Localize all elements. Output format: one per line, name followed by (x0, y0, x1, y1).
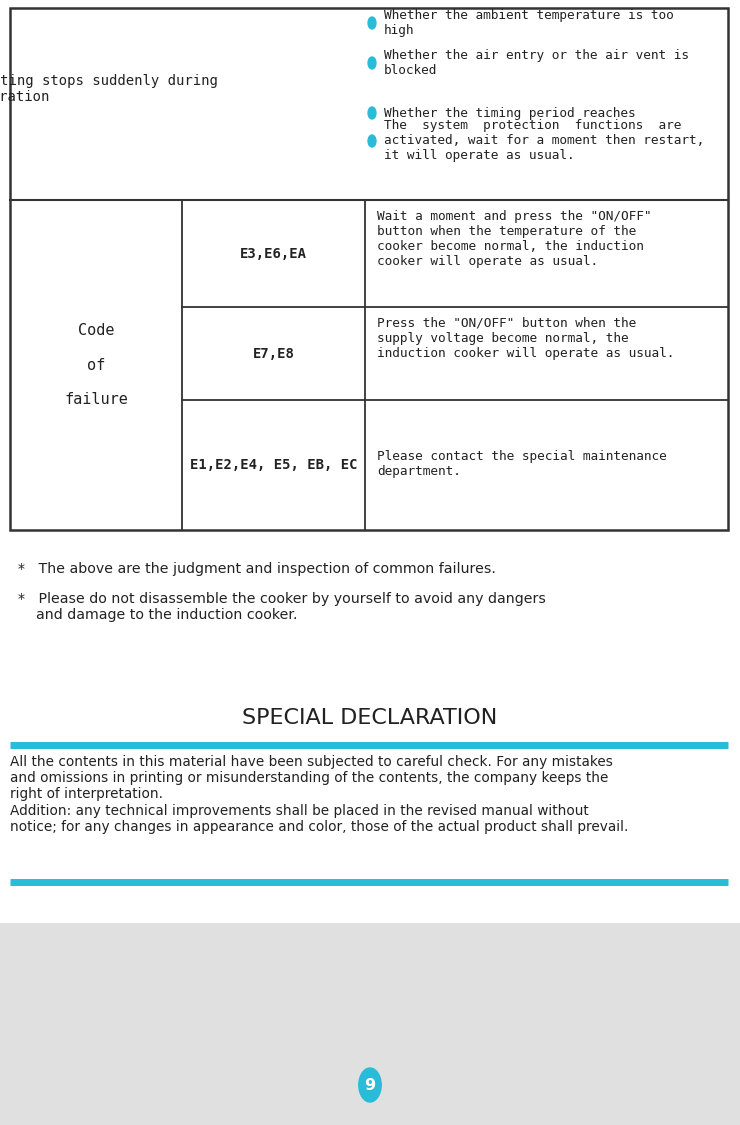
Text: Heating stops suddenly during
operation: Heating stops suddenly during operation (0, 73, 218, 104)
Text: Whether the timing period reaches: Whether the timing period reaches (384, 107, 636, 119)
Text: Wait a moment and press the "ON/OFF"
button when the temperature of the
cooker b: Wait a moment and press the "ON/OFF" but… (377, 210, 651, 268)
Text: SPECIAL DECLARATION: SPECIAL DECLARATION (243, 708, 497, 728)
Text: Please contact the special maintenance
department.: Please contact the special maintenance d… (377, 450, 667, 478)
Text: Press the "ON/OFF" button when the
supply voltage become normal, the
induction c: Press the "ON/OFF" button when the suppl… (377, 317, 674, 360)
Text: 9: 9 (364, 1078, 376, 1092)
Text: *   Please do not disassemble the cooker by yourself to avoid any dangers
    an: * Please do not disassemble the cooker b… (18, 592, 546, 622)
Text: The  system  protection  functions  are
activated, wait for a moment then restar: The system protection functions are acti… (384, 119, 704, 162)
Text: E1,E2,E4, E5, EB, EC: E1,E2,E4, E5, EB, EC (189, 458, 357, 472)
Text: E7,E8: E7,E8 (252, 346, 295, 360)
Circle shape (359, 1068, 381, 1102)
Circle shape (368, 135, 376, 147)
Bar (10, 8, 728, 530)
Text: All the contents in this material have been subjected to careful check. For any : All the contents in this material have b… (10, 755, 628, 834)
Text: Whether the ambient temperature is too
high: Whether the ambient temperature is too h… (384, 9, 673, 37)
Text: *   The above are the judgment and inspection of common failures.: * The above are the judgment and inspect… (18, 562, 496, 576)
Text: Whether the air entry or the air vent is
blocked: Whether the air entry or the air vent is… (384, 50, 689, 76)
Text: Code

of

failure: Code of failure (64, 323, 128, 407)
Circle shape (368, 57, 376, 69)
Circle shape (368, 17, 376, 29)
Circle shape (368, 107, 376, 119)
Bar (0, 922, 740, 1125)
Text: E3,E6,EA: E3,E6,EA (240, 246, 307, 261)
